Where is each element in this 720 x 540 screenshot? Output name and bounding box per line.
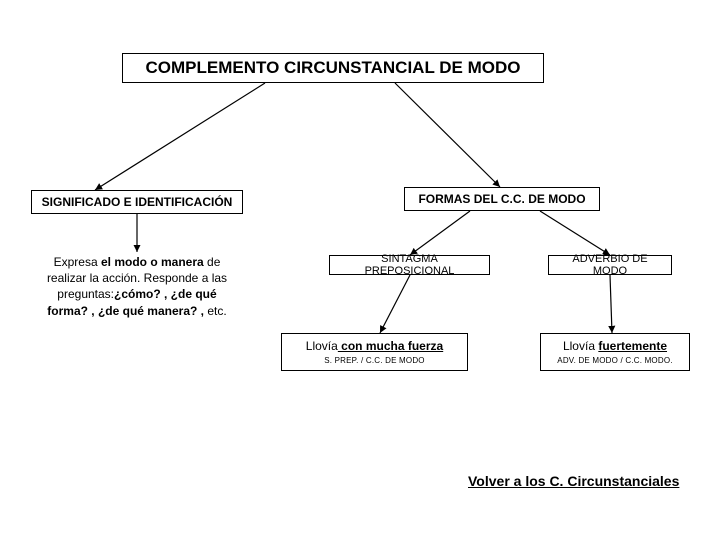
example-right-line: Llovía fuertemente <box>563 339 667 353</box>
title-box: COMPLEMENTO CIRCUNSTANCIAL DE MODO <box>122 53 544 83</box>
example-right-caption: ADV. DE MODO / C.C. MODO. <box>557 356 672 365</box>
example-right-under: fuertemente <box>598 339 667 353</box>
example-left-line: Llovía con mucha fuerza <box>306 339 443 353</box>
lvl3-right-text: ADVERBIO DE MODO <box>557 253 663 277</box>
lvl3-left-text: SINTAGMA PREPOSICIONAL <box>338 253 481 277</box>
lvl3-left-box: SINTAGMA PREPOSICIONAL <box>329 255 490 275</box>
desc-suffix: etc. <box>204 304 227 318</box>
example-left-plain: Llovía <box>306 339 338 353</box>
title-text: COMPLEMENTO CIRCUNSTANCIAL DE MODO <box>146 58 521 78</box>
example-right-box: Llovía fuertemente ADV. DE MODO / C.C. M… <box>540 333 690 371</box>
lvl2-left-text: SIGNIFICADO E IDENTIFICACIÓN <box>42 195 233 209</box>
example-left-box: Llovía con mucha fuerza S. PREP. / C.C. … <box>281 333 468 371</box>
lvl2-right-box: FORMAS DEL C.C. DE MODO <box>404 187 600 211</box>
back-link[interactable]: Volver a los C. Circunstanciales <box>468 473 679 489</box>
example-left-under: con mucha fuerza <box>338 339 443 353</box>
desc-bold1: el modo o manera <box>101 255 204 269</box>
example-left-caption: S. PREP. / C.C. DE MODO <box>324 356 424 365</box>
lvl2-left-box: SIGNIFICADO E IDENTIFICACIÓN <box>31 190 243 214</box>
desc-prefix: Expresa <box>54 255 101 269</box>
back-link-text: Volver a los C. Circunstanciales <box>468 473 679 489</box>
lvl2-right-text: FORMAS DEL C.C. DE MODO <box>418 192 585 206</box>
description-box: Expresa el modo o manera de realizar la … <box>43 254 231 319</box>
lvl3-right-box: ADVERBIO DE MODO <box>548 255 672 275</box>
example-right-plain: Llovía <box>563 339 598 353</box>
